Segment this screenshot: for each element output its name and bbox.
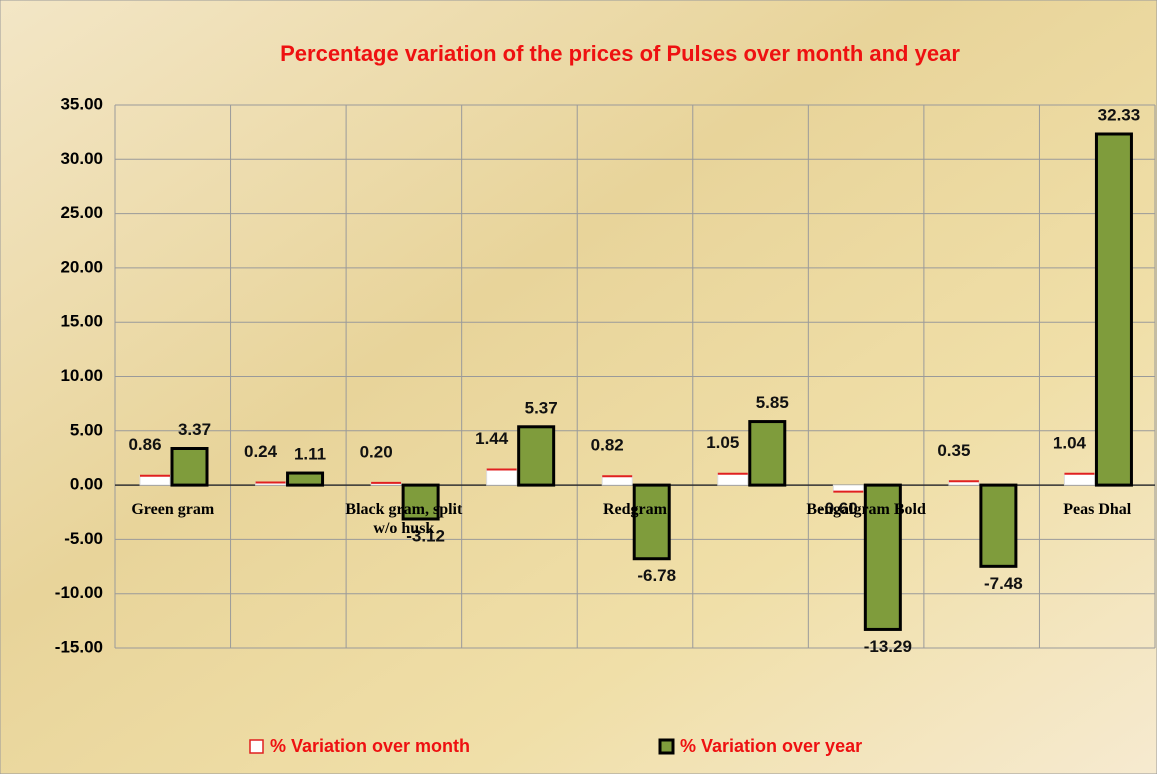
y-tick-label: -15.00 [55, 637, 103, 656]
value-label: -13.29 [864, 637, 912, 656]
y-tick-label: 35.00 [60, 94, 103, 113]
x-tick-label-box: Black gram, split w/o husk [334, 500, 474, 545]
y-tick-label: 5.00 [70, 420, 103, 439]
value-label: 0.24 [244, 442, 278, 461]
x-tick-label-box: Redgram [565, 500, 705, 545]
bar [750, 422, 785, 486]
y-tick-label: 30.00 [60, 149, 103, 168]
legend-label: % Variation over year [680, 736, 862, 756]
chart: Percentage variation of the prices of Pu… [0, 0, 1157, 774]
value-label: -6.78 [637, 566, 676, 585]
legend-marker [250, 740, 263, 753]
value-label: 0.20 [360, 442, 393, 461]
bar [140, 476, 170, 485]
value-label: 5.85 [756, 393, 789, 412]
y-tick-label: 0.00 [70, 475, 103, 494]
y-tick-label: 25.00 [60, 203, 103, 222]
value-label: 1.05 [706, 433, 739, 452]
value-label: 0.82 [591, 436, 624, 455]
bar [172, 449, 207, 486]
y-tick-label: 15.00 [60, 312, 103, 331]
value-label: -7.48 [984, 574, 1023, 593]
value-label: 32.33 [1098, 105, 1141, 124]
value-label: 0.86 [128, 435, 161, 454]
x-tick-label-box: Peas Dhal [1027, 500, 1157, 545]
value-label: 0.35 [937, 441, 970, 460]
x-tick-label: Peas Dhal [1027, 500, 1157, 519]
y-tick-label: 10.00 [60, 366, 103, 385]
x-tick-label: Green gram [103, 500, 243, 519]
bar [487, 469, 517, 485]
value-label: 5.37 [525, 398, 558, 417]
y-tick-label: 20.00 [60, 257, 103, 276]
background [0, 0, 1157, 774]
value-label: 3.37 [178, 420, 211, 439]
bar [288, 473, 323, 485]
bar [519, 427, 554, 485]
bar [981, 485, 1016, 566]
legend-marker [660, 740, 673, 753]
x-tick-label: Black gram, split w/o husk [334, 500, 474, 538]
bar [602, 476, 632, 485]
x-tick-label-box: Green gram [103, 500, 243, 545]
y-tick-label: -5.00 [64, 529, 103, 548]
x-tick-label: Redgram [565, 500, 705, 519]
value-label: 1.44 [475, 429, 509, 448]
x-tick-label: Bengalgram Bold [796, 500, 936, 519]
bar [1096, 134, 1131, 485]
bar [718, 474, 748, 485]
chart-title: Percentage variation of the prices of Pu… [280, 41, 960, 66]
legend-label: % Variation over month [270, 736, 470, 756]
y-tick-label: -10.00 [55, 583, 103, 602]
value-label: 1.04 [1053, 433, 1087, 452]
value-label: 1.11 [294, 445, 326, 464]
bar [1064, 474, 1094, 485]
x-tick-label-box: Bengalgram Bold [796, 500, 936, 545]
